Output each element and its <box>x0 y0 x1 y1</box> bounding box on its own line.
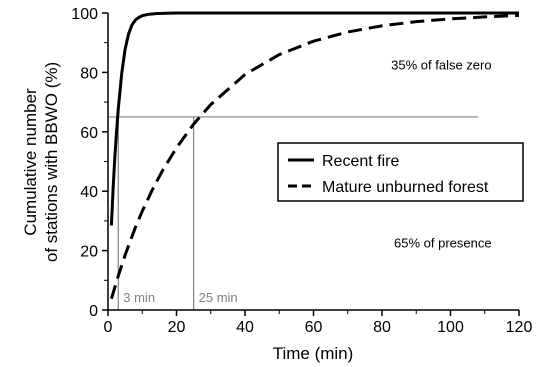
series-line-recent-fire <box>109 11 519 226</box>
series-line-mature-forest <box>109 13 520 300</box>
annotation-text: 35% of false zero <box>391 57 491 72</box>
reference-line-label: 25 min <box>199 290 238 305</box>
legend: Recent fire Mature unburned forest <box>277 142 524 202</box>
annotation-text: 65% of presence <box>394 236 492 251</box>
reference-lines: 3 min 25 min <box>108 116 478 310</box>
axes: 0 20 40 60 80 100 120 0 20 40 60 80 100 <box>71 6 532 336</box>
y-tick-label: 100 <box>71 6 98 23</box>
reference-line-label: 3 min <box>123 290 155 305</box>
x-tick-label: 120 <box>506 319 533 336</box>
y-tick-label: 0 <box>89 303 98 320</box>
x-axis-title: Time (min) <box>273 344 354 363</box>
legend-label-recent-fire: Recent fire <box>322 153 399 170</box>
x-tick-label: 40 <box>236 319 254 336</box>
x-tick-label: 80 <box>373 319 391 336</box>
x-tick-label: 0 <box>104 319 113 336</box>
x-tick-label: 100 <box>437 319 464 336</box>
legend-box <box>277 142 524 202</box>
y-tick-label: 60 <box>80 125 98 142</box>
y-tick-label: 40 <box>80 184 98 201</box>
y-axis-title-line-1: Cumulative number <box>21 88 40 236</box>
y-tick-label: 80 <box>80 65 98 82</box>
series-layer <box>109 11 520 300</box>
y-axis-title-line-2: of stations with BBWO (%) <box>42 62 61 262</box>
annotations: 35% of false zero 65% of presence <box>391 57 491 250</box>
legend-label-mature-forest: Mature unburned forest <box>322 179 489 196</box>
y-tick-label: 20 <box>80 244 98 261</box>
x-tick-label: 20 <box>168 319 186 336</box>
x-tick-label: 60 <box>305 319 323 336</box>
